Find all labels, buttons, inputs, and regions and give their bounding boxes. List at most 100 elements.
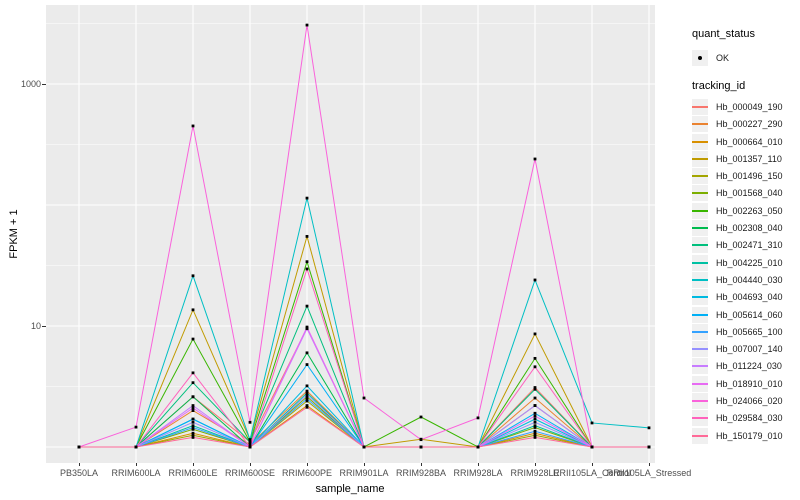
x-tick-mark (250, 463, 251, 466)
x-tick-label: RRIM600PE (281, 468, 333, 478)
data-point (305, 327, 309, 331)
x-tick-mark (79, 463, 80, 466)
data-point (533, 426, 537, 429)
series-color-swatch (692, 209, 708, 212)
legend-item-label: Hb_007007_140 (716, 344, 783, 355)
x-tick-label: PB350LA (59, 468, 99, 478)
data-point (191, 424, 195, 428)
data-point (305, 304, 309, 308)
series-color-swatch (692, 382, 708, 385)
legend-key (692, 98, 708, 115)
legend-item: Hb_001496_150 (692, 167, 800, 185)
data-point (533, 386, 537, 389)
legend-item-label: Hb_001496_150 (716, 171, 783, 182)
legend-item-label: OK (716, 52, 730, 63)
legend-item: Hb_011224_030 (692, 358, 800, 375)
legend-item: Hb_024066_020 (692, 392, 800, 409)
data-point (191, 395, 195, 399)
legend-item-label: Hb_018910_010 (716, 378, 783, 389)
legend-item-label: Hb_005614_060 (716, 309, 783, 320)
legend-item: Hb_001568_040 (692, 185, 800, 202)
x-tick-mark (478, 463, 479, 466)
data-point (590, 445, 594, 449)
data-point (533, 424, 537, 428)
data-point (191, 433, 195, 437)
legend-item-label: Hb_000227_290 (716, 119, 783, 130)
y-axis-title: FPKM + 1 (8, 209, 20, 259)
legend-item-ok: OK (692, 49, 800, 66)
data-point (134, 445, 138, 449)
series-color-swatch (692, 296, 708, 299)
legend-key (692, 323, 708, 340)
data-point (191, 124, 195, 128)
data-point (191, 409, 195, 412)
data-point (191, 427, 195, 431)
data-point (533, 431, 537, 435)
data-point (305, 260, 309, 264)
data-point (533, 420, 537, 424)
x-tick-label: RRIM600LE (168, 468, 218, 478)
legend-key (692, 392, 708, 409)
x-tick-mark (193, 463, 194, 466)
data-point (248, 420, 252, 424)
data-point (305, 267, 309, 271)
legend-key (692, 271, 708, 288)
x-tick-mark (592, 463, 593, 466)
data-point (533, 433, 537, 437)
series-color-swatch (692, 434, 708, 437)
legend-item: Hb_005614_060 (692, 306, 800, 323)
data-point (362, 396, 366, 400)
x-tick-mark (307, 463, 308, 466)
legend-item: Hb_002308_040 (692, 219, 800, 237)
legend-item-label: Hb_002263_050 (716, 205, 783, 216)
legend-item: Hb_004440_030 (692, 271, 800, 288)
legend-item: Hb_001357_110 (692, 150, 800, 167)
legend-item-label: Hb_029584_030 (716, 413, 783, 424)
point-icon (698, 55, 702, 60)
data-point (419, 415, 423, 419)
data-point (305, 395, 309, 399)
legend-item: Hb_002471_310 (692, 237, 800, 254)
data-point (305, 405, 309, 409)
data-point (419, 445, 423, 449)
data-point (362, 445, 366, 449)
y-tick-mark (42, 84, 46, 85)
data-point (533, 387, 537, 391)
data-point (476, 445, 480, 449)
legend-item-label: Hb_000664_010 (716, 136, 783, 147)
data-point (134, 425, 138, 429)
x-tick-label: RRII105LA_Control (552, 468, 632, 478)
legend-item: Hb_004693_040 (692, 289, 800, 306)
y-tick-mark (42, 326, 46, 327)
x-tick-label: RRIM600SE (224, 468, 276, 478)
data-point (533, 332, 537, 336)
data-point (191, 436, 195, 439)
data-point (248, 440, 252, 444)
ok-point-key (692, 49, 708, 66)
data-point (533, 396, 537, 400)
data-point (191, 417, 195, 421)
legend-item: Hb_004225_010 (692, 254, 800, 271)
legend-key (692, 185, 708, 202)
legend-item: Hb_000227_290 (692, 116, 800, 133)
data-point (647, 426, 651, 430)
data-point (305, 397, 309, 401)
x-tick-mark (649, 463, 650, 466)
data-point (305, 399, 309, 403)
data-point (305, 391, 309, 395)
legend-key (692, 410, 708, 427)
data-point (191, 431, 195, 435)
legend-item: Hb_007007_140 (692, 340, 800, 358)
x-axis-title: sample_name (315, 483, 385, 495)
series-color-swatch (692, 105, 708, 108)
legend-item-label: Hb_004440_030 (716, 274, 783, 285)
series-color-swatch (692, 192, 708, 195)
series-color-swatch (692, 399, 708, 402)
legend-key (692, 289, 708, 306)
data-point (191, 420, 195, 424)
data-point (533, 411, 537, 415)
legend-item: Hb_029584_030 (692, 410, 800, 427)
data-point (533, 417, 537, 421)
series-color-swatch (692, 313, 708, 316)
